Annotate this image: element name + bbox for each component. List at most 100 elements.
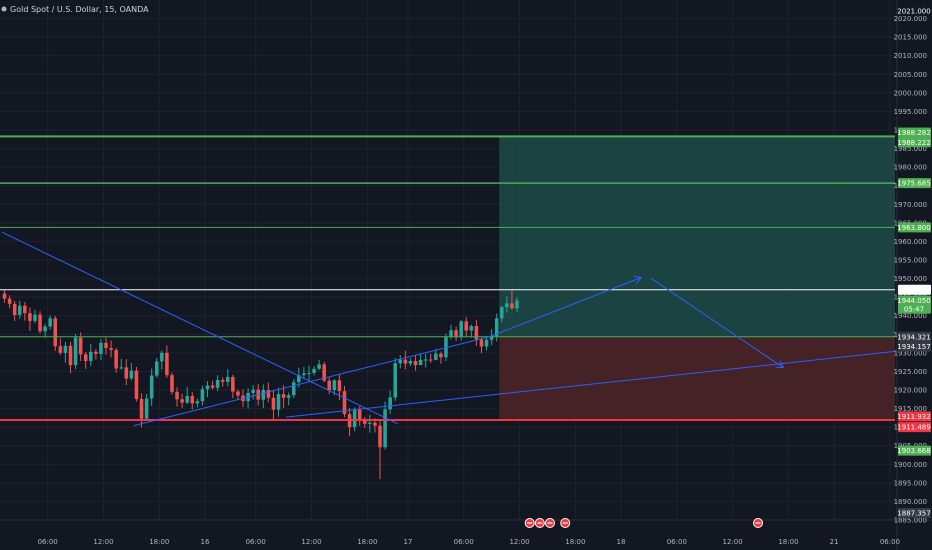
loss-zone: [499, 336, 895, 420]
price-tag-label: 2021.000: [897, 8, 930, 16]
price-tag-label: 1944.050: [897, 297, 930, 305]
candle-body: [17, 305, 22, 315]
candle-body: [418, 359, 423, 366]
candle-body: [373, 422, 377, 426]
y-tick-label: 1995.000: [894, 108, 927, 116]
price-tag-label: 1988.282: [897, 129, 930, 137]
price-tag-red: [898, 422, 931, 433]
candle-body: [38, 314, 42, 332]
y-tick-label: 1925.000: [894, 368, 927, 376]
candle-body: [124, 367, 129, 379]
x-tick-label: 12:00: [509, 538, 529, 546]
candle-body: [129, 370, 134, 379]
price-tag-green: [898, 445, 931, 456]
candle-body: [464, 321, 469, 331]
symbol-dot-icon: [1, 6, 7, 12]
candle-body: [149, 375, 154, 399]
candle-body: [134, 370, 139, 399]
candle-body: [428, 359, 433, 361]
x-tick-label: 06:00: [454, 538, 474, 546]
candle-body: [271, 397, 276, 410]
candle-body: [510, 303, 514, 309]
candle-body: [332, 380, 337, 390]
y-tick-label: 2015.000: [894, 34, 927, 42]
candle-body: [403, 359, 408, 364]
price-tag-label: 1946.993: [897, 286, 930, 294]
candle-body: [423, 359, 428, 361]
y-tick-label: 1890.000: [894, 498, 927, 506]
candle-body: [302, 373, 306, 376]
candle-body: [459, 321, 463, 338]
candle-body: [276, 394, 281, 410]
y-tick-label: 1970.000: [894, 201, 927, 209]
price-tag-green: [898, 222, 931, 233]
trend-line[interactable]: [286, 350, 896, 418]
candle-body: [154, 361, 159, 376]
y-tick-label: 2020.000: [894, 15, 927, 23]
candle-body: [144, 398, 149, 419]
candle-body: [109, 348, 113, 350]
profit-zone: [499, 136, 895, 337]
x-tick-label: 16: [200, 538, 209, 546]
candle-body: [190, 395, 195, 404]
trend-line[interactable]: [133, 336, 490, 427]
candle-body: [352, 409, 357, 428]
candle-body: [357, 409, 362, 420]
candle-body: [494, 318, 499, 337]
x-tick-label: 18:00: [778, 538, 798, 546]
price-tag-label: 1988.222: [897, 139, 930, 147]
candle-body: [388, 397, 392, 410]
candle-body: [312, 368, 316, 373]
y-tick-label: 1915.000: [894, 405, 927, 413]
trend-line[interactable]: [1, 231, 398, 425]
trend-arrow[interactable]: [651, 278, 783, 368]
candle-body: [281, 394, 286, 398]
x-tick-label: 12:00: [723, 538, 743, 546]
chart-title: Gold Spot / U.S. Dollar, 15, OANDA: [10, 5, 149, 14]
candle-body: [251, 389, 255, 393]
candle-body: [398, 359, 403, 364]
candle-body: [291, 382, 296, 396]
y-tick-label: 1985.000: [894, 145, 927, 153]
price-tag-label: 1903.668: [897, 447, 930, 455]
candle-body: [408, 361, 413, 364]
candle-body: [12, 303, 17, 315]
candle-body: [266, 390, 271, 398]
candle-body: [489, 336, 494, 340]
candle-body: [342, 391, 347, 415]
candle-body: [23, 305, 27, 314]
candle-body: [469, 326, 474, 331]
candle-body: [7, 298, 12, 304]
candle-body: [413, 361, 418, 366]
candle-body: [185, 395, 189, 403]
candle-body: [83, 354, 88, 362]
price-axis-panel: [897, 0, 932, 550]
candle-body: [165, 352, 169, 376]
candle-body: [307, 372, 311, 374]
candle-body: [236, 391, 240, 396]
price-tag-label: 1934.157: [897, 343, 930, 351]
candle-body: [317, 364, 321, 369]
candle-body: [119, 367, 124, 369]
price-tag-label: 1975.685: [897, 180, 930, 188]
candle-body: [383, 409, 387, 448]
candle-body: [180, 399, 184, 403]
candle-body: [474, 326, 479, 340]
x-tick-label: 06:00: [38, 538, 58, 546]
x-tick-label: 12:00: [301, 538, 321, 546]
candle-body: [68, 345, 73, 366]
price-tag-green: [898, 137, 931, 148]
candle-body: [363, 419, 367, 424]
price-tag-label: 1963.800: [897, 224, 930, 232]
x-tick-label: 06:00: [880, 538, 900, 546]
trend-arrow[interactable]: [488, 277, 641, 338]
candle-body: [160, 352, 164, 362]
x-tick-label: 12:00: [93, 538, 113, 546]
x-tick-label: 06:00: [246, 538, 266, 546]
candle-body: [94, 351, 98, 354]
countdown-label: 05:47: [904, 306, 924, 314]
y-tick-label: 2010.000: [894, 52, 927, 60]
y-tick-label: 1900.000: [894, 461, 927, 469]
candle-body: [195, 401, 200, 404]
